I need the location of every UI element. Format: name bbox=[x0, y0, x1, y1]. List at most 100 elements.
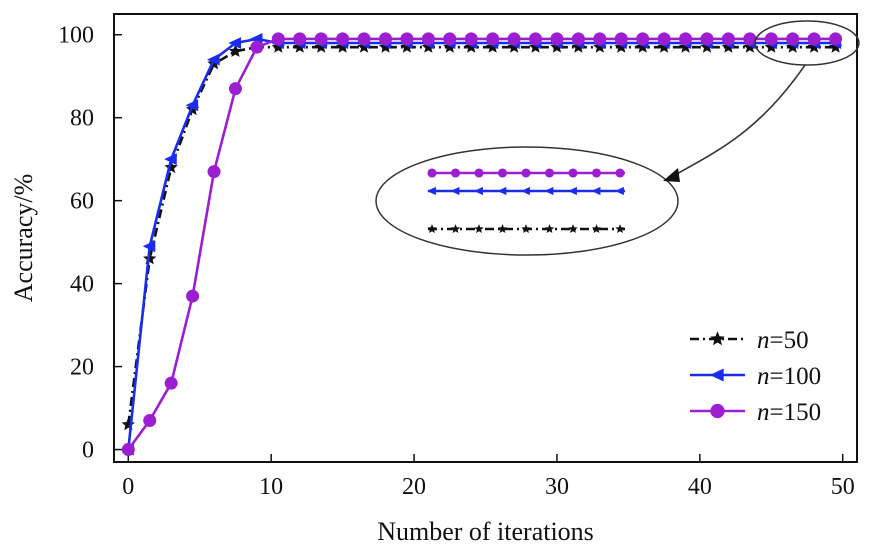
data-point bbox=[443, 32, 457, 46]
x-tick-label: 0 bbox=[122, 474, 134, 500]
data-point bbox=[807, 40, 821, 53]
data-point bbox=[357, 40, 371, 53]
data-point bbox=[507, 32, 521, 46]
data-point bbox=[636, 40, 650, 53]
data-point bbox=[228, 37, 242, 49]
data-point bbox=[443, 40, 457, 53]
inset-marker bbox=[568, 186, 577, 196]
data-point bbox=[828, 40, 843, 53]
inset-marker bbox=[568, 168, 578, 178]
data-point bbox=[314, 40, 328, 53]
zoom-target-ellipse bbox=[754, 20, 860, 66]
legend-item: n=50 bbox=[690, 327, 809, 354]
inset-series-n-50 bbox=[427, 224, 625, 233]
data-point bbox=[250, 40, 264, 54]
x-axis-label: Number of iterations bbox=[377, 517, 594, 546]
data-point bbox=[700, 32, 714, 46]
inset-marker bbox=[474, 224, 484, 233]
data-point bbox=[743, 40, 757, 53]
data-point bbox=[207, 53, 220, 66]
data-point bbox=[400, 40, 414, 53]
data-point bbox=[507, 40, 521, 53]
data-point bbox=[164, 376, 178, 390]
legend-label: n=150 bbox=[757, 399, 821, 426]
data-point bbox=[421, 32, 435, 46]
inset-marker bbox=[427, 186, 436, 196]
data-point bbox=[571, 32, 585, 46]
data-point bbox=[271, 32, 285, 46]
data-point bbox=[571, 40, 585, 53]
data-point bbox=[314, 32, 328, 46]
series-layer bbox=[121, 32, 843, 457]
series-line bbox=[127, 45, 836, 425]
inset-marker bbox=[544, 224, 555, 233]
data-point bbox=[721, 32, 735, 46]
data-point bbox=[679, 32, 693, 46]
inset-marker bbox=[521, 224, 531, 233]
data-point bbox=[336, 40, 350, 53]
data-point bbox=[529, 32, 543, 46]
data-point bbox=[293, 40, 307, 53]
data-point bbox=[464, 40, 478, 53]
inset-series-n-150 bbox=[427, 168, 625, 178]
inset-marker bbox=[450, 186, 460, 196]
legend-swatch-marker bbox=[710, 331, 725, 346]
data-point bbox=[336, 32, 350, 46]
data-point bbox=[142, 240, 156, 253]
zoom-arrow bbox=[672, 64, 806, 177]
data-point bbox=[293, 32, 307, 46]
data-point bbox=[678, 40, 693, 53]
data-point bbox=[121, 443, 135, 457]
inset-marker bbox=[544, 186, 554, 196]
data-point bbox=[228, 44, 243, 57]
data-point bbox=[764, 40, 778, 53]
inset-marker bbox=[615, 224, 625, 233]
data-point bbox=[378, 32, 392, 46]
data-point bbox=[550, 32, 564, 46]
plot-border bbox=[113, 13, 858, 463]
axis-ticks: 0 10 20 30 40 50 0 20 40 60 80 100 bbox=[58, 23, 855, 500]
data-point bbox=[400, 32, 414, 46]
inset-series-n-100 bbox=[427, 186, 625, 196]
data-point bbox=[700, 40, 714, 53]
inset-marker bbox=[497, 224, 508, 233]
data-point bbox=[807, 32, 821, 46]
y-tick-label: 20 bbox=[70, 355, 94, 381]
data-point bbox=[657, 32, 671, 46]
zoom-inset bbox=[375, 20, 860, 256]
x-tick-label: 30 bbox=[545, 474, 569, 500]
data-point bbox=[593, 32, 607, 46]
inset-marker bbox=[591, 186, 601, 196]
inset-marker bbox=[591, 168, 602, 178]
y-tick-label: 100 bbox=[58, 23, 94, 49]
inset-marker bbox=[474, 186, 483, 196]
data-point bbox=[614, 40, 628, 53]
inset-marker bbox=[568, 224, 578, 233]
inset-marker bbox=[497, 168, 508, 178]
data-point bbox=[636, 32, 650, 46]
data-point bbox=[486, 40, 500, 53]
inset-marker bbox=[474, 168, 484, 178]
zoom-arrowhead bbox=[663, 168, 680, 182]
data-point bbox=[550, 40, 564, 53]
data-point bbox=[271, 40, 285, 53]
x-tick-label: 10 bbox=[259, 474, 283, 500]
y-tick-label: 0 bbox=[82, 438, 94, 464]
inset-marker bbox=[591, 224, 602, 233]
series-n-100 bbox=[121, 32, 842, 456]
data-point bbox=[186, 289, 200, 303]
data-point bbox=[378, 40, 393, 53]
data-point bbox=[528, 40, 543, 53]
x-tick-label: 40 bbox=[688, 474, 712, 500]
y-tick-label: 60 bbox=[70, 189, 94, 215]
data-point bbox=[786, 40, 800, 53]
data-point bbox=[143, 414, 157, 428]
x-tick-label: 20 bbox=[402, 474, 426, 500]
data-point bbox=[121, 417, 135, 431]
legend-item: n=100 bbox=[690, 363, 821, 390]
series-line bbox=[127, 37, 836, 451]
legend: n=50 n=100 n=150 bbox=[690, 327, 821, 426]
data-point bbox=[486, 32, 500, 46]
legend-label: n=100 bbox=[757, 363, 821, 390]
